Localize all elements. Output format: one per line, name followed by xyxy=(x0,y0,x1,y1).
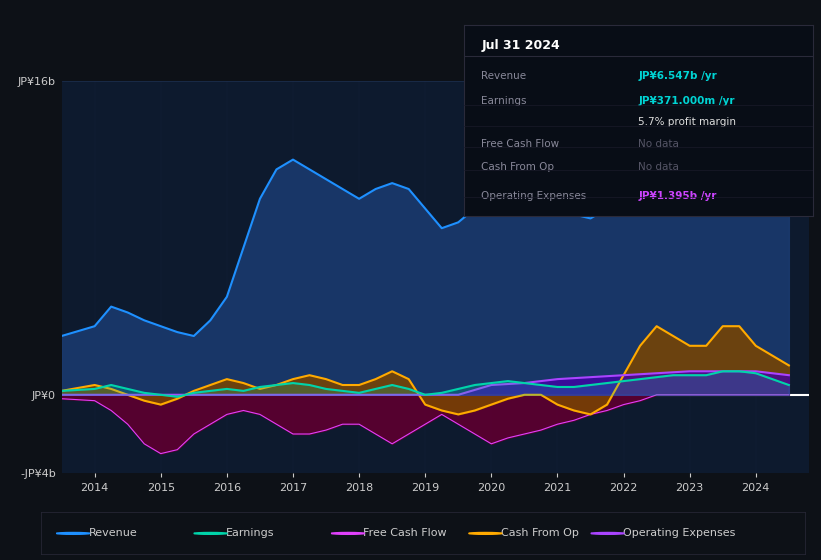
Text: Earnings: Earnings xyxy=(226,529,274,538)
Text: Cash From Op: Cash From Op xyxy=(501,529,579,538)
Text: JP¥6.547b /yr: JP¥6.547b /yr xyxy=(639,71,717,81)
Text: Free Cash Flow: Free Cash Flow xyxy=(363,529,447,538)
Text: Earnings: Earnings xyxy=(481,96,527,106)
Text: Operating Expenses: Operating Expenses xyxy=(623,529,736,538)
Text: Free Cash Flow: Free Cash Flow xyxy=(481,139,559,150)
Circle shape xyxy=(591,533,625,534)
Circle shape xyxy=(194,533,227,534)
Text: No data: No data xyxy=(639,162,679,172)
Text: Revenue: Revenue xyxy=(89,529,137,538)
Circle shape xyxy=(57,533,90,534)
Text: JP¥371.000m /yr: JP¥371.000m /yr xyxy=(639,96,735,106)
Text: No data: No data xyxy=(639,139,679,150)
Text: Operating Expenses: Operating Expenses xyxy=(481,191,586,201)
Circle shape xyxy=(331,533,365,534)
Text: Cash From Op: Cash From Op xyxy=(481,162,554,172)
Text: 5.7% profit margin: 5.7% profit margin xyxy=(639,116,736,127)
Circle shape xyxy=(469,533,502,534)
Text: JP¥1.395b /yr: JP¥1.395b /yr xyxy=(639,191,717,201)
Text: Revenue: Revenue xyxy=(481,71,526,81)
Text: Jul 31 2024: Jul 31 2024 xyxy=(481,39,560,52)
